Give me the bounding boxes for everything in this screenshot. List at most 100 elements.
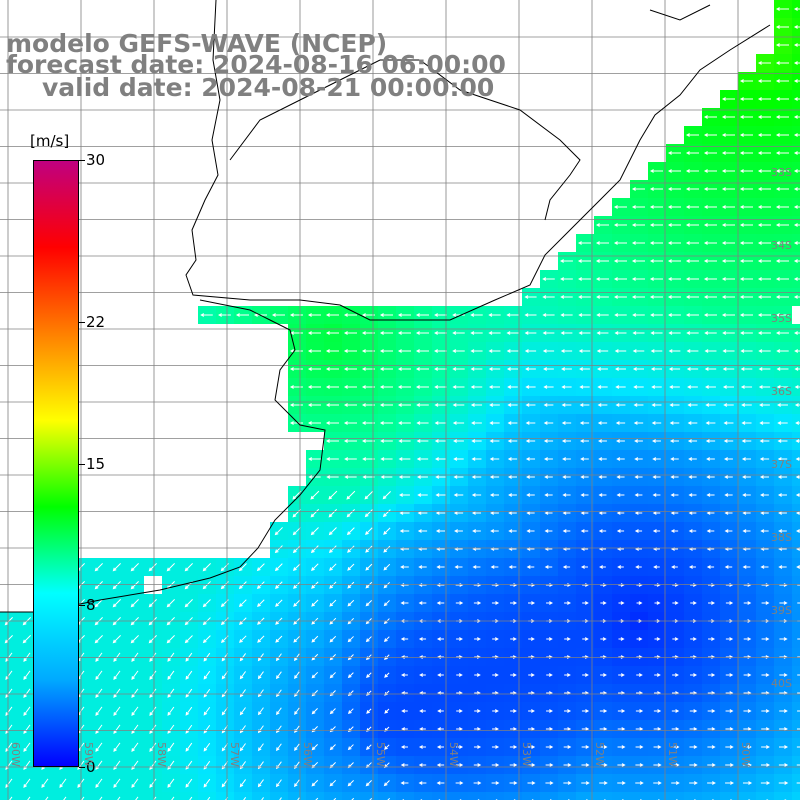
wind-arrow bbox=[329, 635, 337, 643]
wind-arrow bbox=[739, 79, 753, 83]
wind-arrow bbox=[545, 763, 554, 767]
wind-arrow bbox=[257, 671, 264, 680]
wind-arrow bbox=[491, 745, 500, 749]
wind-arrow bbox=[725, 673, 734, 677]
wind-arrow bbox=[742, 493, 751, 497]
wind-arrow bbox=[703, 133, 717, 137]
wind-arrow bbox=[596, 331, 609, 335]
wind-arrow bbox=[528, 709, 535, 713]
wind-arrow bbox=[489, 439, 500, 443]
wind-arrow bbox=[542, 277, 555, 281]
wind-arrow bbox=[598, 529, 607, 533]
wind-arrow bbox=[436, 583, 445, 587]
wind-arrow bbox=[743, 727, 752, 731]
longitude-label: 57W bbox=[228, 742, 241, 767]
wind-arrow bbox=[23, 706, 31, 716]
wind-arrow bbox=[672, 637, 679, 641]
wind-arrow bbox=[757, 97, 771, 101]
wind-arrow bbox=[546, 637, 553, 641]
wind-arrow bbox=[635, 709, 644, 713]
wind-arrow bbox=[667, 187, 681, 191]
wind-arrow bbox=[292, 527, 301, 536]
wind-arrow bbox=[777, 475, 788, 479]
wind-arrow bbox=[743, 655, 752, 659]
wind-arrow bbox=[95, 670, 103, 680]
wind-arrow bbox=[452, 331, 465, 335]
wind-arrow bbox=[167, 652, 175, 662]
wind-arrow bbox=[275, 599, 283, 607]
wind-arrow bbox=[506, 331, 519, 335]
wind-arrow bbox=[135, 796, 139, 800]
wind-arrow bbox=[779, 709, 788, 713]
wind-arrow bbox=[757, 223, 771, 227]
wind-arrow bbox=[185, 670, 193, 680]
wind-arrow bbox=[347, 672, 354, 679]
wind-arrow bbox=[631, 205, 645, 209]
wind-arrow bbox=[435, 457, 446, 461]
wind-arrow bbox=[578, 295, 591, 299]
wind-arrow bbox=[490, 529, 499, 533]
wind-arrow bbox=[668, 367, 681, 371]
wind-arrow bbox=[437, 727, 444, 731]
wind-arrow bbox=[654, 637, 661, 641]
wind-arrow bbox=[581, 709, 590, 713]
wind-arrow bbox=[793, 97, 800, 101]
wind-arrow bbox=[776, 367, 789, 371]
wind-arrow bbox=[616, 439, 625, 443]
wind-arrow bbox=[688, 511, 697, 515]
wind-arrow bbox=[307, 385, 321, 389]
wind-speed-cell bbox=[738, 792, 756, 800]
wind-arrow bbox=[595, 277, 609, 281]
wind-arrow bbox=[328, 527, 337, 536]
wind-arrow bbox=[524, 295, 537, 299]
wind-arrow bbox=[294, 707, 300, 715]
wind-arrow bbox=[294, 743, 300, 751]
wind-arrow bbox=[166, 563, 175, 572]
wind-arrow bbox=[347, 636, 354, 643]
wind-arrow bbox=[563, 727, 572, 731]
wind-arrow bbox=[724, 529, 733, 533]
wind-arrow bbox=[690, 601, 697, 605]
wind-arrow bbox=[383, 600, 390, 607]
wind-arrow bbox=[364, 490, 374, 500]
wind-speed-cell bbox=[630, 792, 648, 800]
wind-arrow bbox=[510, 637, 517, 641]
wind-arrow bbox=[741, 439, 752, 443]
wind-arrow bbox=[343, 421, 357, 425]
wind-arrow bbox=[274, 527, 283, 536]
wind-arrow bbox=[613, 277, 627, 281]
wind-arrow bbox=[275, 671, 282, 680]
wind-arrow bbox=[343, 349, 357, 353]
wind-arrow bbox=[615, 403, 626, 407]
wind-arrow bbox=[347, 563, 355, 571]
wind-arrow bbox=[289, 421, 303, 425]
wind-arrow bbox=[579, 367, 590, 371]
wind-arrow bbox=[599, 709, 608, 713]
wind-arrow bbox=[510, 655, 517, 659]
wind-arrow bbox=[527, 781, 536, 785]
wind-arrow bbox=[471, 475, 482, 479]
wind-arrow bbox=[632, 313, 645, 317]
wind-arrow bbox=[189, 796, 193, 800]
wind-arrow bbox=[614, 295, 627, 299]
wind-arrow bbox=[397, 367, 411, 371]
wind-arrow bbox=[383, 581, 391, 589]
wind-arrow bbox=[631, 277, 645, 281]
wind-arrow bbox=[379, 421, 393, 425]
wind-speed-cell bbox=[612, 792, 630, 800]
wind-arrow bbox=[613, 259, 627, 263]
wind-arrow bbox=[615, 367, 626, 371]
wind-arrow bbox=[471, 511, 482, 515]
wind-arrow bbox=[740, 331, 753, 335]
wind-arrow bbox=[473, 781, 482, 785]
wind-arrow bbox=[793, 295, 800, 299]
wind-arrow bbox=[652, 475, 661, 479]
wind-speed-cell bbox=[792, 702, 800, 720]
wind-arrow bbox=[365, 581, 373, 589]
wind-arrow bbox=[667, 223, 681, 227]
wind-arrow bbox=[366, 672, 372, 678]
wind-arrow bbox=[579, 439, 589, 443]
wind-arrow bbox=[113, 670, 121, 680]
wind-arrow bbox=[725, 709, 734, 713]
wind-speed-cell bbox=[684, 792, 702, 800]
